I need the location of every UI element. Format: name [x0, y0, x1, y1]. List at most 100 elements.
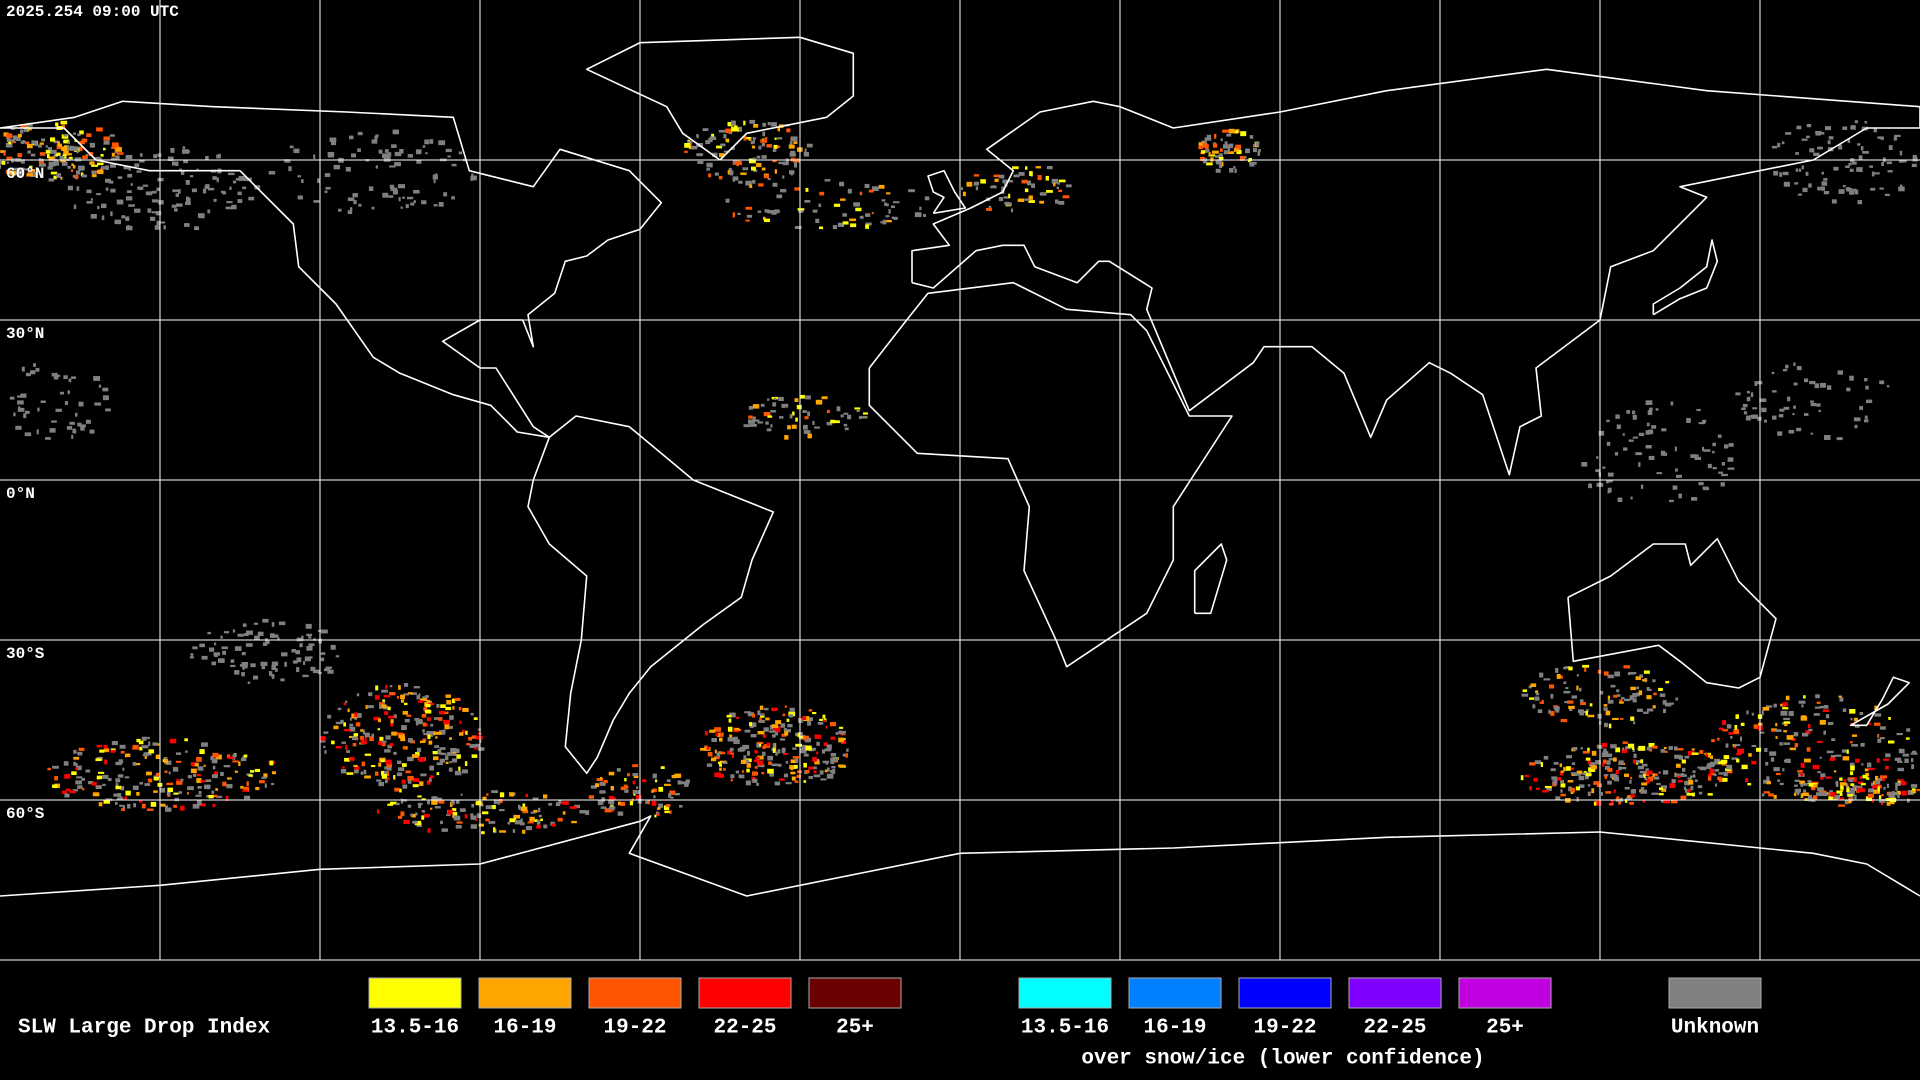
- legend-swatch: [478, 977, 572, 1009]
- cloud-patch: [155, 754, 161, 760]
- cloud-patch: [308, 636, 312, 639]
- cloud-patch: [1694, 779, 1698, 782]
- cloud-patch: [175, 760, 182, 763]
- cloud-patch: [476, 800, 482, 805]
- cloud-patch: [243, 795, 251, 800]
- cloud-patch: [29, 169, 35, 173]
- cloud-patch: [786, 128, 791, 133]
- cloud-patch: [427, 734, 431, 740]
- cloud-patch: [378, 740, 383, 745]
- cloud-patch: [169, 738, 177, 744]
- cloud-patch: [1686, 792, 1693, 796]
- cloud-patch: [231, 204, 237, 210]
- cloud-patch: [398, 184, 405, 189]
- cloud-patch: [343, 702, 347, 706]
- cloud-patch: [427, 800, 430, 805]
- cloud-patch: [342, 766, 345, 769]
- cloud-patch: [371, 139, 378, 144]
- cloud-patch: [761, 155, 767, 159]
- cloud-patch: [1629, 802, 1634, 805]
- cloud-patch: [761, 167, 766, 171]
- cloud-patch: [1793, 405, 1796, 409]
- cloud-patch: [180, 805, 185, 811]
- cloud-patch: [1203, 150, 1208, 153]
- cloud-patch: [1643, 711, 1649, 714]
- cloud-patch: [1796, 366, 1802, 371]
- cloud-patch: [297, 175, 301, 178]
- cloud-patch: [211, 758, 218, 764]
- cloud-patch: [9, 396, 15, 400]
- cloud-patch: [1796, 427, 1802, 432]
- cloud-patch: [1658, 771, 1661, 774]
- cloud-patch: [382, 699, 386, 702]
- cloud-patch: [1204, 137, 1212, 141]
- cloud-patch: [1880, 737, 1885, 740]
- cloud-patch: [105, 408, 111, 412]
- cloud-patch: [381, 740, 387, 743]
- coastline: [1849, 676, 1911, 727]
- cloud-patch: [664, 783, 671, 786]
- cloud-patch: [97, 162, 104, 166]
- cloud-patch: [670, 796, 674, 799]
- cloud-patch: [1690, 454, 1697, 458]
- cloud-patch: [360, 735, 364, 741]
- cloud-patch: [102, 395, 109, 401]
- cloud-patch: [240, 757, 247, 762]
- snow-ice-swatch: [1128, 977, 1222, 1009]
- cloud-patch: [1916, 788, 1920, 792]
- cloud-patch: [530, 811, 536, 814]
- cloud-patch: [744, 729, 751, 733]
- cloud-patch: [344, 757, 351, 762]
- cloud-patch: [746, 763, 751, 768]
- cloud-layer: [0, 119, 1920, 835]
- cloud-patch: [1214, 133, 1217, 139]
- cloud-patch: [455, 825, 462, 829]
- cloud-patch: [1741, 764, 1748, 770]
- cloud-patch: [1733, 729, 1740, 735]
- cloud-patch: [6, 136, 11, 140]
- cloud-patch: [604, 808, 612, 813]
- cloud-patch: [1792, 413, 1795, 416]
- cloud-patch: [1625, 746, 1632, 750]
- cloud-patch: [919, 206, 922, 211]
- cloud-patch: [1911, 764, 1915, 770]
- cloud-patch: [653, 795, 656, 799]
- cloud-patch: [0, 164, 2, 169]
- cloud-patch: [781, 733, 787, 737]
- cloud-patch: [205, 779, 212, 782]
- cloud-patch: [597, 800, 604, 806]
- cloud-patch: [1028, 195, 1033, 200]
- cloud-patch: [854, 407, 861, 410]
- cloud-patch: [395, 802, 400, 806]
- cloud-patch: [1819, 705, 1826, 709]
- cloud-patch: [763, 412, 771, 417]
- cloud-patch: [1555, 709, 1560, 713]
- cloud-patch: [45, 437, 51, 440]
- cloud-patch: [412, 820, 418, 824]
- cloud-patch: [1585, 711, 1589, 716]
- cloud-patch: [354, 769, 359, 774]
- cloud-patch: [1228, 128, 1235, 134]
- cloud-patch: [451, 808, 457, 812]
- cloud-patch: [790, 136, 798, 142]
- cloud-patch: [288, 166, 292, 172]
- cloud-patch: [1239, 155, 1245, 161]
- snow-ice-swatch: [1018, 977, 1112, 1009]
- cloud-patch: [142, 184, 149, 187]
- cloud-patch: [632, 780, 636, 785]
- cloud-patch: [716, 733, 721, 737]
- cloud-patch: [394, 151, 402, 157]
- cloud-patch: [700, 153, 704, 156]
- cloud-patch: [704, 731, 708, 736]
- cloud-patch: [420, 740, 426, 744]
- cloud-patch: [1816, 403, 1821, 407]
- cloud-patch: [420, 698, 428, 702]
- cloud-patch: [1635, 676, 1642, 680]
- cloud-patch: [1850, 765, 1855, 771]
- cloud-patch: [1803, 783, 1808, 786]
- cloud-patch: [312, 669, 320, 674]
- cloud-patch: [156, 187, 161, 191]
- cloud-patch: [470, 813, 474, 819]
- cloud-patch: [81, 424, 86, 428]
- cloud-patch: [820, 778, 827, 781]
